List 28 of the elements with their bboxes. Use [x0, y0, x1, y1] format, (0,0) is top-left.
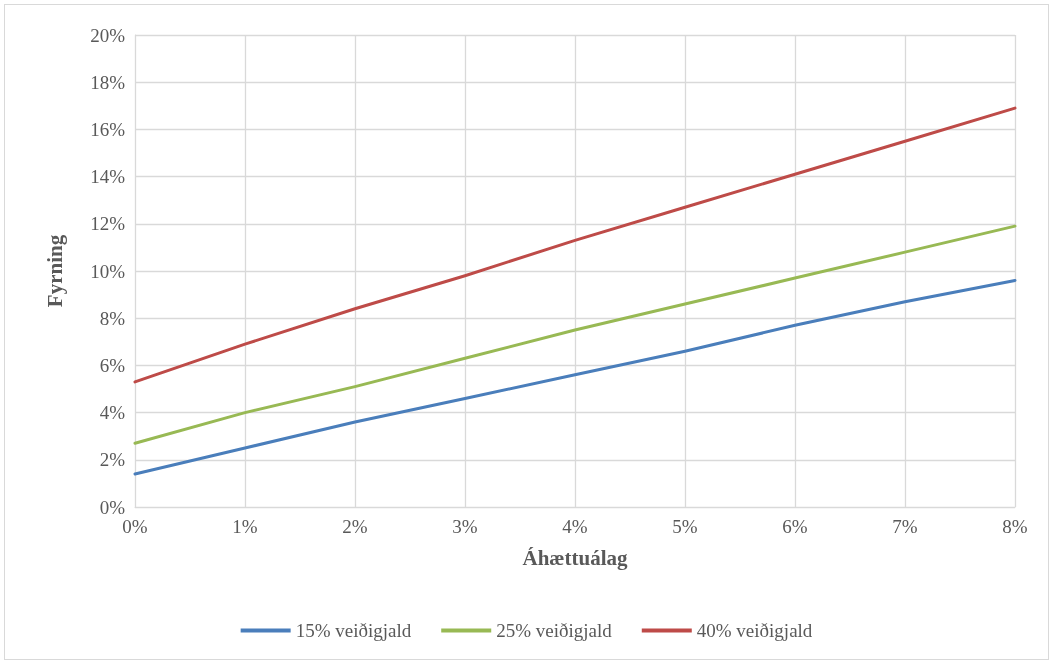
legend-label: 25% veiðigjald — [496, 620, 613, 641]
y-tick-label: 6% — [99, 354, 126, 376]
y-tick-label: 14% — [90, 166, 126, 188]
x-tick-label: 5% — [672, 516, 698, 537]
x-tick-label: 6% — [782, 516, 808, 537]
legend-label: 40% veiðigjald — [696, 620, 813, 641]
y-tick-label: 10% — [90, 260, 126, 282]
x-tick-label: 4% — [562, 516, 588, 537]
y-tick-label: 16% — [90, 118, 126, 140]
x-tick-label: 0% — [122, 516, 148, 537]
y-tick-label: 20% — [90, 24, 126, 46]
y-tick-label: 2% — [99, 449, 126, 471]
x-tick-label: 7% — [892, 516, 918, 537]
y-tick-label: 4% — [99, 402, 126, 424]
line-series — [133, 278, 1017, 476]
y-axis-title: Fyrning — [42, 234, 67, 308]
line-series — [133, 106, 1017, 384]
y-tick-label: 12% — [90, 213, 126, 235]
line-series — [133, 224, 1017, 445]
legend-label: 15% veiðigjald — [295, 620, 412, 641]
y-tick-label: 8% — [99, 307, 126, 329]
x-tick-label: 2% — [342, 516, 368, 537]
y-tick-label: 0% — [99, 496, 126, 518]
x-tick-label: 1% — [232, 516, 258, 537]
y-tick-label: 18% — [90, 71, 126, 93]
x-axis-title: Áhættuálag — [522, 545, 628, 570]
x-tick-label: 8% — [1002, 516, 1028, 537]
x-tick-label: 3% — [452, 516, 478, 537]
